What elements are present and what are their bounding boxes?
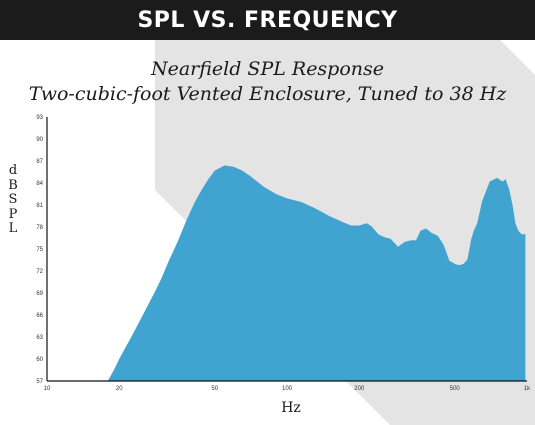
y-tick-label: 72 [36, 269, 43, 275]
x-tick-label: 500 [450, 386, 461, 392]
x-axis-label: Hz [281, 400, 301, 416]
y-tick-label: 69 [36, 291, 43, 297]
x-tick-label: 20 [116, 386, 123, 392]
chart-subtitle: Two-cubic-foot Vented Enclosure, Tuned t… [28, 83, 507, 105]
y-tick-label: 81 [36, 203, 43, 209]
y-tick-label: 90 [36, 137, 43, 143]
y-tick-label: 78 [36, 225, 43, 231]
x-tick-label: 1k [524, 386, 531, 392]
banner: SPL VS. FREQUENCY [0, 0, 535, 40]
banner-title: SPL VS. FREQUENCY [137, 7, 398, 33]
y-tick-label: 57 [36, 379, 43, 385]
y-tick-label: 63 [36, 335, 43, 341]
y-axis-label: dBSPL [8, 163, 18, 236]
y-tick-label: 84 [36, 181, 43, 187]
y-tick-label: 60 [36, 357, 43, 363]
y-tick-label: 93 [36, 115, 43, 121]
x-tick-label: 100 [282, 386, 293, 392]
y-tick-label: 75 [36, 247, 43, 253]
chart-title: Nearfield SPL Response [150, 58, 385, 80]
x-tick-label: 200 [354, 386, 365, 392]
y-tick-label: 87 [36, 159, 43, 165]
spl-area [107, 165, 526, 381]
x-tick-label: 10 [44, 386, 51, 392]
x-tick-label: 50 [211, 386, 218, 392]
y-tick-label: 66 [36, 313, 43, 319]
